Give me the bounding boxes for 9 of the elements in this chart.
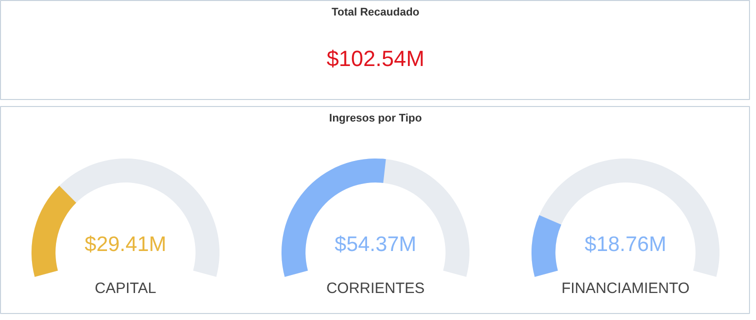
text: Ingresos por Tipo [329,112,422,124]
data-label: $29.41M [84,233,166,256]
data-label: $54.37M [334,233,416,256]
text: Total Recaudado [332,6,420,18]
category-label: CORRIENTES [326,280,425,297]
category-label: CAPITAL [94,280,156,297]
data-label: $102.54M [326,46,424,71]
data-label: $18.76M [584,233,666,256]
category-label: FINANCIAMIENTO [561,280,690,297]
